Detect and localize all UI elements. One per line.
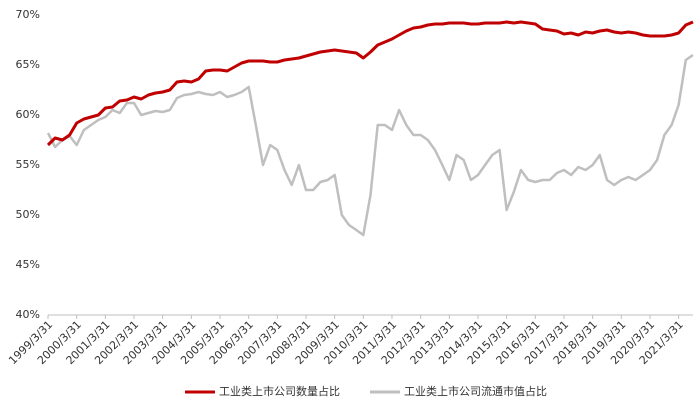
y-tick-label: 50%	[16, 208, 40, 221]
legend-label: 工业类上市公司数量占比	[219, 384, 340, 398]
y-tick-label: 40%	[16, 308, 40, 321]
legend-label: 工业类上市公司流通市值占比	[404, 384, 547, 398]
y-tick-label: 65%	[16, 58, 40, 71]
y-tick-label: 45%	[16, 258, 40, 271]
series-line	[46, 53, 694, 237]
y-tick-label: 60%	[16, 108, 40, 121]
y-tick-label: 70%	[16, 8, 40, 21]
series-line	[46, 20, 694, 147]
y-tick-label: 55%	[16, 158, 40, 171]
